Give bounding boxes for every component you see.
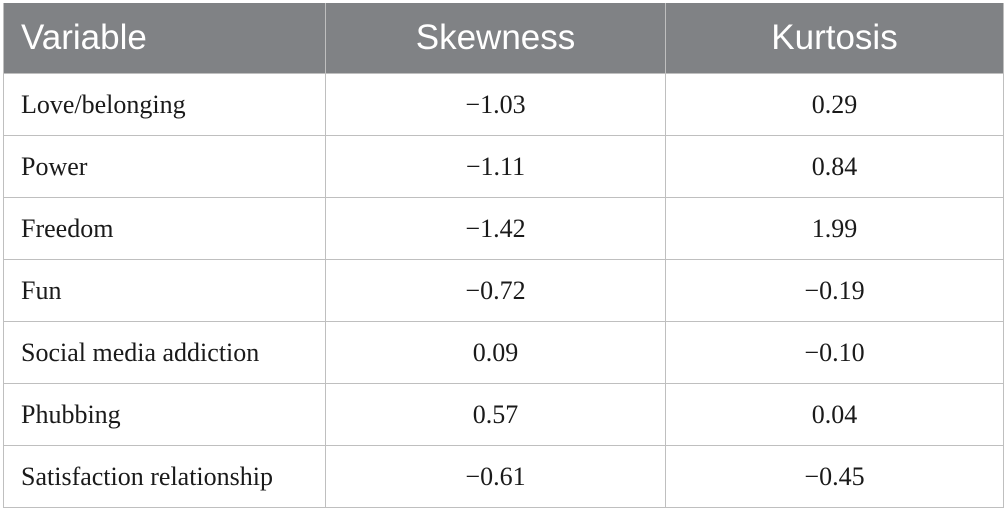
variable-cell: Phubbing: [3, 383, 326, 446]
skewness-cell: −0.72: [325, 259, 666, 322]
skewness-cell: −1.42: [325, 197, 666, 260]
kurtosis-cell: −0.45: [665, 445, 1004, 508]
kurtosis-cell: 0.29: [665, 73, 1004, 136]
variable-cell: Freedom: [3, 197, 326, 260]
table-row: Freedom −1.42 1.99: [3, 197, 1004, 260]
header-variable: Variable: [3, 3, 326, 74]
skewness-cell: −1.03: [325, 73, 666, 136]
skewness-cell: −1.11: [325, 135, 666, 198]
table-row: Satisfaction relationship −0.61 −0.45: [3, 445, 1004, 508]
table-row: Social media addiction 0.09 −0.10: [3, 321, 1004, 384]
header-skewness: Skewness: [325, 3, 666, 74]
statistics-table: Variable Skewness Kurtosis Love/belongin…: [3, 3, 1004, 508]
skewness-cell: 0.09: [325, 321, 666, 384]
header-row: Variable Skewness Kurtosis: [3, 3, 1004, 74]
variable-cell: Fun: [3, 259, 326, 322]
table-row: Power −1.11 0.84: [3, 135, 1004, 198]
table-header: Variable Skewness Kurtosis: [3, 3, 1004, 74]
kurtosis-cell: 0.84: [665, 135, 1004, 198]
variable-cell: Satisfaction relationship: [3, 445, 326, 508]
skewness-cell: 0.57: [325, 383, 666, 446]
table-row: Fun −0.72 −0.19: [3, 259, 1004, 322]
table-row: Phubbing 0.57 0.04: [3, 383, 1004, 446]
header-kurtosis: Kurtosis: [665, 3, 1004, 74]
variable-cell: Power: [3, 135, 326, 198]
kurtosis-cell: 0.04: [665, 383, 1004, 446]
skewness-cell: −0.61: [325, 445, 666, 508]
kurtosis-cell: −0.10: [665, 321, 1004, 384]
variable-cell: Social media addiction: [3, 321, 326, 384]
table-row: Love/belonging −1.03 0.29: [3, 73, 1004, 136]
kurtosis-cell: −0.19: [665, 259, 1004, 322]
variable-cell: Love/belonging: [3, 73, 326, 136]
table-body: Love/belonging −1.03 0.29 Power −1.11 0.…: [3, 73, 1004, 508]
kurtosis-cell: 1.99: [665, 197, 1004, 260]
